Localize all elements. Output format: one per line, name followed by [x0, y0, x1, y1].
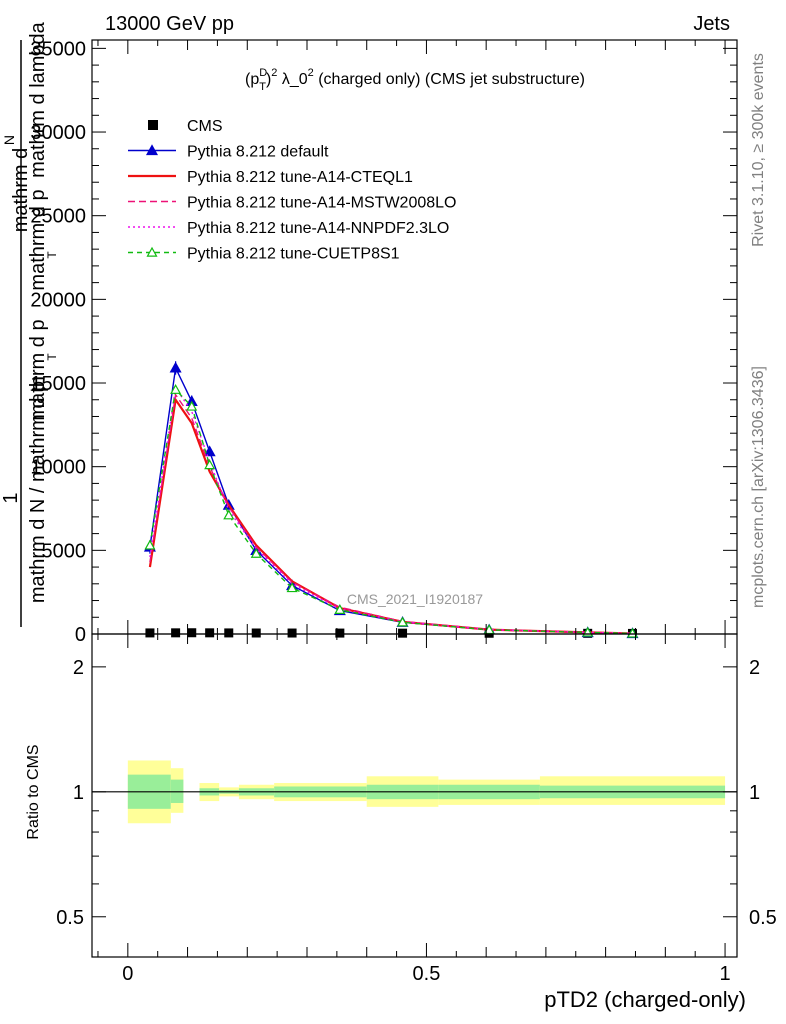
- rivet-version-label: Rivet 3.1.10, ≥ 300k events: [750, 53, 767, 247]
- title-p: (p: [245, 71, 259, 88]
- cms-point-8: [398, 628, 408, 638]
- marker-5-3: [204, 459, 216, 470]
- ylabel-dp: mathrm d p: [27, 189, 49, 290]
- main-ytick-label: 20000: [30, 289, 86, 311]
- xtick-label: 0: [122, 963, 133, 985]
- ylabel-t-sub2: T: [45, 353, 59, 361]
- legend-marker-1: [145, 144, 159, 156]
- ratio-ytick-label-left: 1: [73, 782, 84, 804]
- legend: CMS Pythia 8.212 default Pythia 8.212 tune…: [128, 118, 456, 263]
- title-pow2: 2: [308, 67, 314, 79]
- legend-label-2: Pythia 8.212 tune-A14-CTEQL1: [187, 169, 413, 186]
- legend-entry-4: Pythia 8.212 tune-A14-NNPDF2.3LO: [128, 220, 449, 237]
- series-3: [149, 392, 633, 635]
- legend-label-1: Pythia 8.212 default: [187, 144, 329, 161]
- ratio-ytick-label-right: 2: [749, 657, 760, 679]
- header-jets-label: Jets: [693, 13, 730, 35]
- title-rest: λ_0: [277, 71, 307, 88]
- legend-label-5: Pythia 8.212 tune-CUETP8S1: [187, 246, 400, 263]
- series-0: [145, 628, 637, 638]
- marker-5-8: [397, 616, 409, 627]
- ylabel-lambda: mathrm d lambda: [27, 21, 49, 177]
- main-ytick-label: 0: [75, 624, 86, 646]
- legend-marker-5: [146, 246, 158, 257]
- marker-1-3: [203, 445, 216, 457]
- legend-label-3: Pythia 8.212 tune-A14-MSTW2008LO: [187, 195, 456, 212]
- cms-point-0: [145, 628, 155, 638]
- ylabel-numerator-n: N: [1, 135, 17, 145]
- ylabel-denominator-dp: mathrm d p: [27, 319, 49, 420]
- series-5: [144, 383, 639, 638]
- marker-1-1: [169, 361, 182, 373]
- ratio-ytick-label-left: 0.5: [56, 907, 84, 929]
- ratio-ytick-label-right: 1: [749, 782, 760, 804]
- xtick-label: 1: [719, 963, 730, 985]
- mcplots-reference-label: mcplots.cern.ch [arXiv:1306.3436]: [750, 366, 767, 608]
- legend-label-4: Pythia 8.212 tune-A14-NNPDF2.3LO: [187, 220, 449, 237]
- marker-5-7: [334, 604, 346, 614]
- main-ytick-label: 10000: [30, 457, 86, 479]
- series-line-5: [149, 388, 633, 635]
- legend-label-0: CMS: [187, 118, 223, 135]
- legend-entry-0: CMS: [148, 118, 223, 135]
- marker-5-4: [223, 509, 235, 520]
- marker-5-1: [170, 383, 182, 394]
- marker-5-5: [250, 547, 262, 558]
- cms-point-6: [287, 628, 297, 638]
- ylabel-denominator: mathrm d N / mathrm d p: [27, 381, 49, 603]
- axes-layer: 0 5000 10000 15000 20000 25000 30000 35000 0 0.5 1…: [30, 38, 776, 985]
- legend-entry-3: Pythia 8.212 tune-A14-MSTW2008LO: [128, 195, 456, 212]
- ratio-uncertainty-bands: [92, 760, 737, 824]
- ratio-frame: [91, 633, 738, 958]
- analysis-watermark: CMS_2021_I1920187: [347, 591, 483, 607]
- cms-point-3: [205, 628, 215, 638]
- cms-point-5: [251, 628, 261, 638]
- ylabel-one: 1: [0, 492, 22, 503]
- ratio-ytick-label-left: 2: [73, 657, 84, 679]
- cms-point-2: [187, 628, 197, 638]
- cms-point-1: [171, 628, 181, 638]
- title-tail: (charged only) (CMS jet substructure): [314, 71, 585, 88]
- cms-point-7: [335, 628, 345, 638]
- marker-5-11: [626, 627, 639, 638]
- legend-marker-cms: [148, 120, 158, 130]
- main-ytick-label: 5000: [42, 540, 87, 562]
- title-sup: D: [259, 67, 267, 79]
- main-ytick-label: 35000: [30, 38, 86, 60]
- main-ytick-label: 30000: [30, 122, 86, 144]
- ratio-y-axis-label: Ratio to CMS: [25, 744, 42, 839]
- legend-entry-1: Pythia 8.212 default: [128, 144, 329, 161]
- main-ytick-label: 25000: [30, 206, 86, 228]
- marker-5-6: [286, 582, 298, 593]
- ratio-ytick-label-right: 0.5: [749, 907, 777, 929]
- header-collision-label: 13000 GeV pp: [105, 13, 234, 35]
- main-y-axis-label: mathrm d N mathrm d lambda mathrm d p T …: [0, 21, 59, 627]
- marker-5-2: [186, 400, 198, 411]
- x-axis-label: pTD2 (charged-only): [544, 987, 746, 1012]
- legend-entry-2: Pythia 8.212 tune-A14-CTEQL1: [128, 169, 413, 186]
- series-line-3: [149, 392, 633, 635]
- legend-entry-5: Pythia 8.212 tune-CUETP8S1: [128, 246, 400, 263]
- marker-5-0: [144, 539, 156, 550]
- plot-title: (pD T)2 λ_02 (charged only) (CMS jet subs…: [245, 67, 585, 93]
- xtick-label: 0.5: [413, 963, 441, 985]
- main-series-layer: [143, 361, 639, 639]
- title-sub: T: [259, 81, 266, 93]
- cms-point-4: [224, 628, 234, 638]
- ylabel-t-sub1: T: [45, 251, 59, 259]
- title-pow: 2: [271, 67, 277, 79]
- main-ytick-label: 15000: [30, 373, 86, 395]
